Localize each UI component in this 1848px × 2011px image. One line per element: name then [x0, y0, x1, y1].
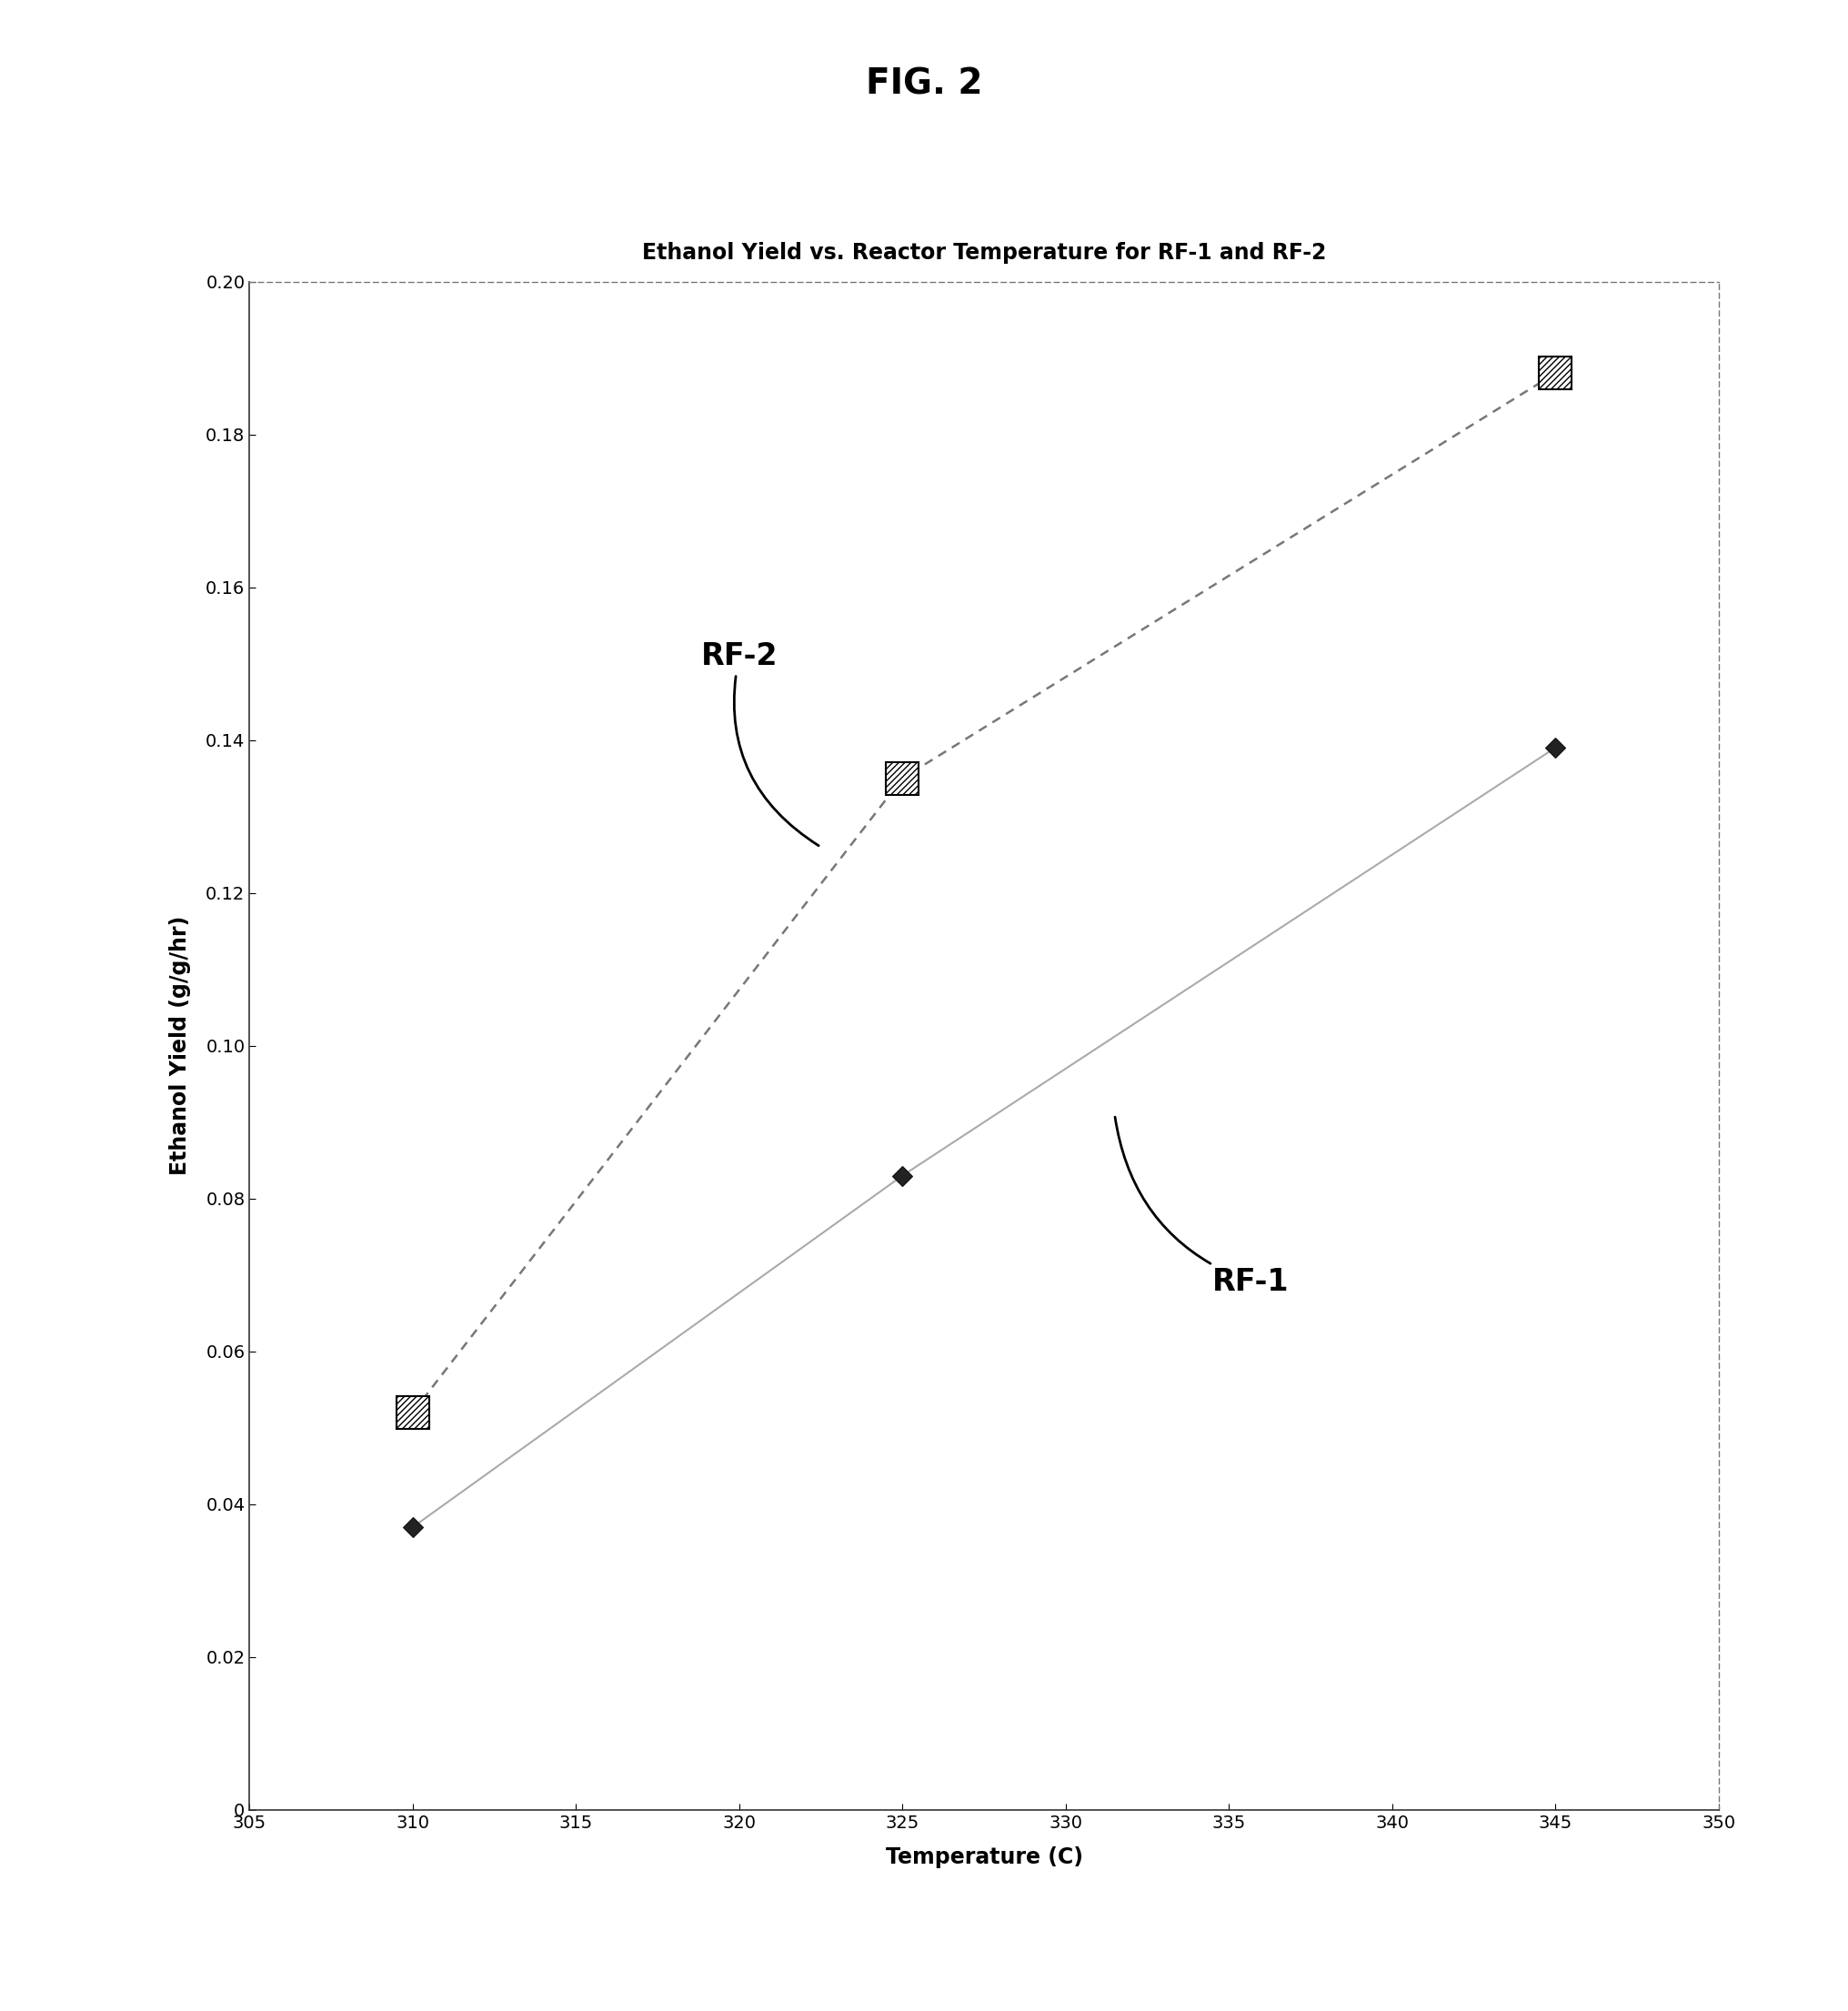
Bar [1539, 356, 1573, 390]
Bar [885, 762, 918, 794]
Text: RF-2: RF-2 [700, 642, 819, 847]
Bar [395, 1396, 429, 1430]
Title: Ethanol Yield vs. Reactor Temperature for RF-1 and RF-2: Ethanol Yield vs. Reactor Temperature fo… [641, 241, 1327, 263]
Text: RF-1: RF-1 [1114, 1116, 1290, 1297]
X-axis label: Temperature (C): Temperature (C) [885, 1846, 1083, 1868]
Text: FIG. 2: FIG. 2 [865, 66, 983, 103]
Y-axis label: Ethanol Yield (g/g/hr): Ethanol Yield (g/g/hr) [168, 915, 190, 1176]
